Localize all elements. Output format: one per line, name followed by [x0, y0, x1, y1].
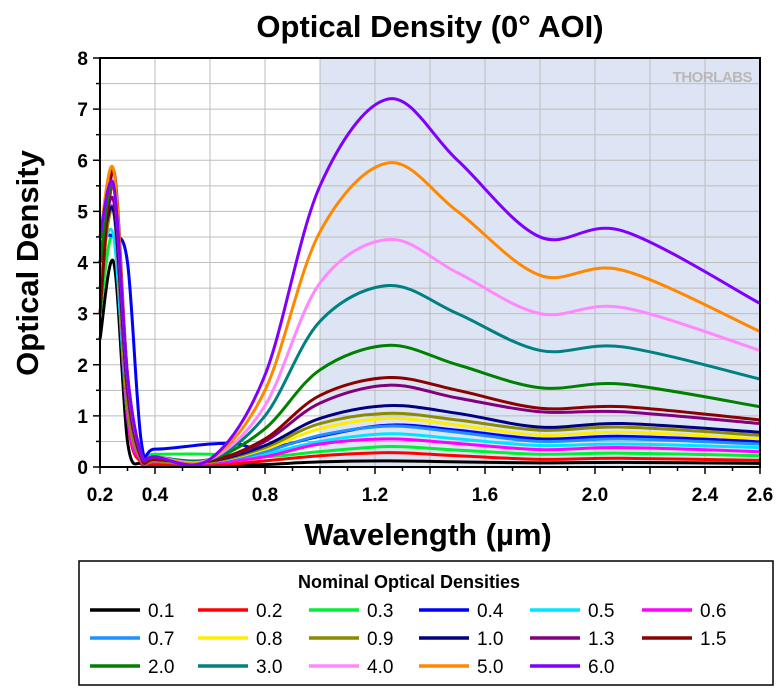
y-tick-label: 2	[77, 356, 88, 377]
x-tick-label: 2.6	[747, 485, 773, 506]
legend-label-0.6: 0.6	[700, 601, 726, 622]
y-tick-label: 8	[77, 49, 88, 70]
x-tick-label: 0.4	[142, 485, 169, 506]
x-axis-label: Wavelength (µm)	[304, 517, 552, 552]
legend-label-0.3: 0.3	[367, 601, 393, 622]
y-axis-label: Optical Density	[10, 149, 45, 375]
x-tick-label: 0.2	[87, 485, 113, 506]
legend-label-1.5: 1.5	[700, 629, 726, 650]
series-line-0.1	[98, 258, 761, 468]
legend-label-0.8: 0.8	[256, 629, 282, 650]
legend-label-1.0: 1.0	[477, 629, 503, 650]
y-tick-label: 7	[77, 100, 88, 121]
legend-label-2.0: 2.0	[148, 657, 174, 678]
legend-label-0.7: 0.7	[148, 629, 174, 650]
legend-label-6.0: 6.0	[588, 657, 614, 678]
legend-label-0.1: 0.1	[148, 601, 174, 622]
x-tick-label: 2.4	[692, 485, 719, 506]
series-lines	[98, 97, 761, 469]
legend-label-0.9: 0.9	[367, 629, 393, 650]
legend-label-5.0: 5.0	[477, 657, 503, 678]
legend-label-0.5: 0.5	[588, 601, 614, 622]
chart-title: Optical Density (0° AOI)	[256, 9, 603, 44]
x-tick-label: 1.6	[472, 485, 498, 506]
x-tick-label: 2.0	[582, 485, 608, 506]
axis-ticks: 0.2 0.4 0.8 1.2 1.6 2.0 2.4 2.6 0 1 2 3 4 5 6 7 8	[77, 49, 773, 506]
x-tick-label: 0.8	[252, 485, 278, 506]
x-tick-label: 1.2	[362, 485, 388, 506]
legend-entries: 0.1 0.2 0.3 0.4 0.5 0.6 0.7 0.8 0.9 1.0 1.3 1.5 2.0 3…	[90, 601, 726, 678]
thorlabs-logo: THORLABS	[673, 69, 753, 86]
y-tick-label: 3	[77, 305, 88, 326]
legend-title: Nominal Optical Densities	[298, 572, 520, 592]
y-tick-label: 4	[77, 254, 88, 275]
y-tick-label: 0	[77, 458, 88, 479]
y-tick-label: 1	[77, 407, 88, 428]
series-line-6.0	[98, 97, 761, 467]
y-tick-label: 5	[77, 202, 88, 223]
y-tick-label: 6	[77, 151, 88, 172]
legend-label-0.2: 0.2	[256, 601, 282, 622]
legend-label-0.4: 0.4	[477, 601, 504, 622]
legend-label-4.0: 4.0	[367, 657, 393, 678]
legend-label-3.0: 3.0	[256, 657, 282, 678]
legend-label-1.3: 1.3	[588, 629, 614, 650]
